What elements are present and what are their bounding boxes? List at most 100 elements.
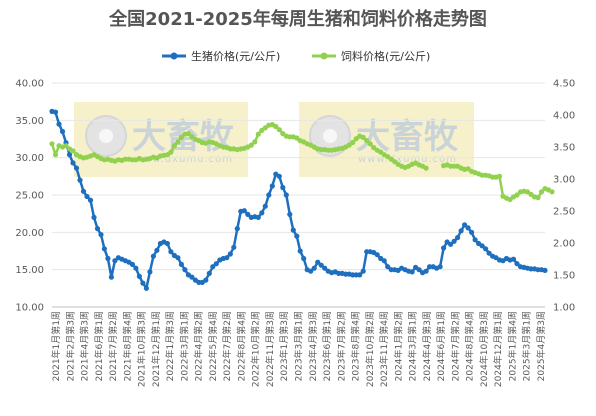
data-point xyxy=(49,141,55,147)
data-point xyxy=(535,195,541,201)
data-point xyxy=(73,165,80,171)
x-tick-label: 2024年4月第3周 xyxy=(421,311,433,381)
data-point xyxy=(108,274,114,280)
y-left-tick-label: 40.00 xyxy=(15,79,44,90)
data-point xyxy=(423,268,429,274)
data-point xyxy=(101,246,107,252)
data-point xyxy=(294,233,300,239)
x-tick-label: 2024年1月第2周 xyxy=(392,311,404,381)
data-point xyxy=(374,252,380,258)
y-axis-left: 10.00 15.00 20.00 25.00 30.00 35.00 40.00 xyxy=(15,79,44,314)
y-axis-right: 1.00 1.50 2.00 2.50 3.00 3.50 4.00 4.50 xyxy=(553,79,575,314)
gridlines xyxy=(52,82,545,308)
data-point xyxy=(496,173,503,179)
data-point xyxy=(52,152,59,158)
data-point xyxy=(318,262,324,268)
data-point xyxy=(87,197,94,203)
data-point xyxy=(84,193,90,200)
data-point xyxy=(56,121,62,127)
data-point xyxy=(105,255,111,262)
data-point xyxy=(168,249,174,255)
watermark-logo-eye-icon-left xyxy=(99,129,113,143)
data-point xyxy=(458,228,464,234)
data-point xyxy=(70,160,76,166)
x-tick-label: 2022年4月第2周 xyxy=(193,311,205,381)
y-left-tick-label: 20.00 xyxy=(15,228,44,239)
data-point xyxy=(441,245,447,251)
data-point xyxy=(255,131,261,137)
data-point xyxy=(357,272,363,278)
data-point xyxy=(437,264,443,270)
y-right-tick-label: 4.00 xyxy=(553,111,575,122)
data-point xyxy=(409,269,415,275)
data-point xyxy=(542,267,548,273)
data-point xyxy=(364,138,370,144)
data-point xyxy=(472,237,478,243)
data-point xyxy=(514,261,520,267)
data-point xyxy=(266,192,272,198)
data-point xyxy=(136,273,142,279)
data-point xyxy=(245,211,251,217)
data-point xyxy=(469,229,475,235)
data-point xyxy=(66,152,73,158)
data-point xyxy=(290,227,296,233)
data-point xyxy=(129,261,135,267)
data-point xyxy=(59,128,66,135)
x-tick-label: 2021年10月第3周 xyxy=(136,311,148,387)
data-point xyxy=(178,134,184,140)
x-tick-label: 2021年8月第4周 xyxy=(121,311,133,381)
data-point xyxy=(94,226,101,232)
data-point xyxy=(206,270,212,276)
data-point xyxy=(140,280,146,286)
data-point xyxy=(210,264,216,270)
x-tick-label: 2021年6月第1周 xyxy=(93,311,105,381)
data-point xyxy=(164,240,170,247)
data-point xyxy=(549,189,555,195)
data-point xyxy=(315,259,321,265)
data-point xyxy=(322,265,328,271)
data-point xyxy=(262,203,268,209)
data-point xyxy=(70,148,76,154)
data-point xyxy=(350,139,356,146)
legend-label-feed: 饲料价格(元/公斤) xyxy=(341,49,430,63)
data-point xyxy=(311,265,317,271)
data-point xyxy=(510,256,517,262)
y-right-tick-label: 3.00 xyxy=(553,175,575,186)
x-tick-label: 2022年8月第4周 xyxy=(235,311,247,381)
y-left-tick-label: 35.00 xyxy=(15,116,44,127)
data-point xyxy=(273,123,279,130)
data-point xyxy=(276,173,282,179)
data-point xyxy=(63,143,69,149)
y-left-tick-label: 10.00 xyxy=(15,303,44,314)
data-point xyxy=(287,211,293,217)
data-point xyxy=(150,253,156,259)
x-tick-label: 2022年10月第2周 xyxy=(250,311,262,387)
y-left-tick-label: 30.00 xyxy=(15,153,44,164)
data-point xyxy=(234,226,240,232)
x-tick-label: 2023年10月第2周 xyxy=(364,311,376,387)
x-tick-label: 2021年4月第3周 xyxy=(79,311,91,381)
x-tick-label: 2025年4月第3周 xyxy=(535,311,547,381)
data-point xyxy=(538,189,545,195)
data-point xyxy=(91,214,97,220)
watermark-logo-eye-icon-right xyxy=(323,129,337,143)
x-tick-label: 2024年12月第1周 xyxy=(492,311,504,387)
y-right-tick-label: 1.00 xyxy=(553,303,575,314)
data-point xyxy=(301,255,307,262)
data-point xyxy=(185,131,191,137)
watermark-text-right: 大畜牧 xyxy=(356,117,459,157)
y-left-tick-label: 15.00 xyxy=(15,265,44,276)
watermark-subtext-right: www.dxumu.com xyxy=(358,154,457,165)
data-point xyxy=(385,264,391,270)
data-point xyxy=(227,251,233,257)
data-point xyxy=(175,255,181,261)
data-point xyxy=(416,267,422,273)
data-point xyxy=(80,188,87,194)
x-tick-label: 2024年7月第2周 xyxy=(449,311,461,381)
x-tick-label: 2023年7月第2周 xyxy=(335,311,347,381)
data-point xyxy=(98,232,104,238)
data-point xyxy=(367,141,373,147)
data-point xyxy=(259,210,265,216)
x-tick-label: 2024年3月第1周 xyxy=(407,311,419,381)
